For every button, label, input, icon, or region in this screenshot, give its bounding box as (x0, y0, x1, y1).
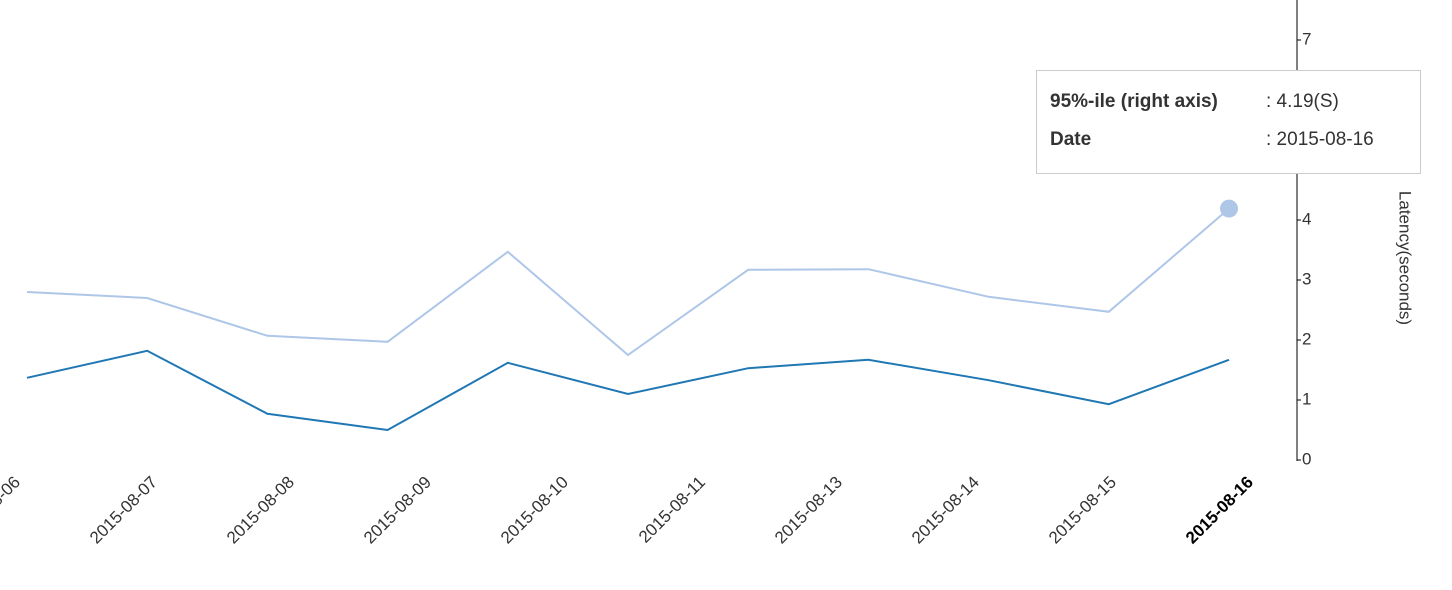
series-line (26, 349, 1230, 432)
x-tick-label: 2015-08-16 (1182, 473, 1257, 548)
y-axis-label: Latency(seconds) (1396, 191, 1415, 325)
tooltip-date: : 2015-08-16 (1266, 129, 1374, 150)
y-tick-label: 2 (1302, 329, 1311, 348)
series-line (26, 207, 1230, 357)
hover-point (1220, 199, 1238, 218)
y-tick-label: 4 (1302, 209, 1311, 228)
x-tick-label: 2015-08-08 (223, 473, 298, 548)
tooltip-date-label: Date (1050, 129, 1091, 150)
y-tick-label: 1 (1302, 389, 1311, 408)
tooltip: 95%-ile (right axis) : 4.19(S) Date : 2015-… (1036, 70, 1421, 174)
x-tick-label: 2015-08-10 (497, 473, 572, 548)
y-tick-label: 0 (1302, 449, 1311, 468)
x-tick-label: 2015-08-07 (86, 473, 161, 548)
y-tick-label: 3 (1302, 269, 1311, 288)
y-tick-label: 7 (1302, 29, 1311, 48)
x-tick-label: 2015-08-09 (360, 473, 435, 548)
tooltip-box (1036, 70, 1421, 174)
x-tick-label: 2015-08-14 (908, 473, 983, 548)
x-tick-label: 2015-08-11 (635, 473, 709, 547)
x-tick-label: 2015-08-13 (771, 473, 846, 548)
x-tick-label: 2015-08-06 (0, 473, 24, 548)
x-tick-label: 2015-08-15 (1045, 473, 1120, 548)
tooltip-series: 95%-ile (right axis) (1050, 91, 1218, 112)
tooltip-value: : 4.19(S) (1266, 91, 1339, 112)
